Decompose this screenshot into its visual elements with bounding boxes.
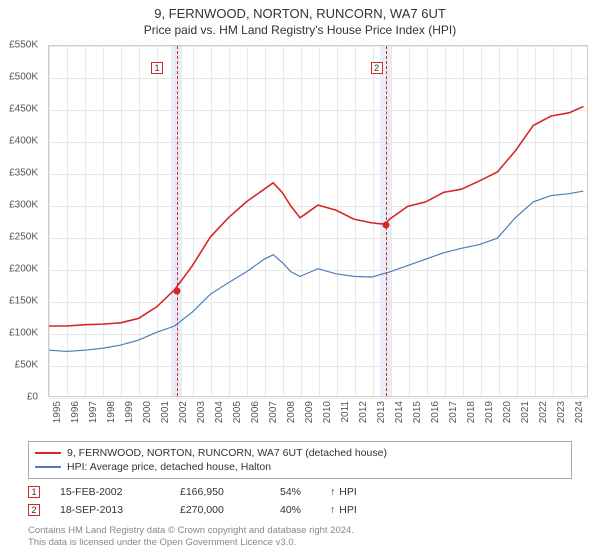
plot-region: 12: [48, 45, 588, 397]
sales-pct-2: 40%: [280, 504, 330, 516]
x-axis-label: 2021: [520, 401, 531, 423]
x-axis-label: 2012: [358, 401, 369, 423]
x-axis-label: 2007: [268, 401, 279, 423]
sales-table: 1 15-FEB-2002 £166,950 54% ↑ HPI 2 18-SE…: [28, 483, 572, 519]
legend: 9, FERNWOOD, NORTON, RUNCORN, WA7 6UT (d…: [28, 441, 572, 479]
sales-hpi-label-1: HPI: [339, 486, 357, 498]
sales-row-2: 2 18-SEP-2013 £270,000 40% ↑ HPI: [28, 501, 572, 519]
y-axis-label: £50K: [15, 360, 38, 371]
sales-marker-2: 2: [28, 504, 40, 516]
legend-label-property: 9, FERNWOOD, NORTON, RUNCORN, WA7 6UT (d…: [67, 447, 387, 459]
x-axis-label: 2023: [556, 401, 567, 423]
x-axis-label: 2006: [250, 401, 261, 423]
x-axis-label: 2011: [340, 401, 351, 423]
x-axis-label: 2016: [430, 401, 441, 423]
marker-dot: [174, 288, 181, 295]
x-axis-label: 2001: [160, 401, 171, 423]
y-axis-label: £300K: [9, 200, 38, 211]
sales-date-1: 15-FEB-2002: [60, 486, 180, 498]
series-hpi: [49, 191, 583, 351]
x-axis-label: 2008: [286, 401, 297, 423]
sales-hpi-label-2: HPI: [339, 504, 357, 516]
x-axis-label: 1996: [70, 401, 81, 423]
up-arrow-icon: ↑: [330, 486, 335, 498]
gridline-horizontal: [49, 398, 587, 399]
sales-pct-1: 54%: [280, 486, 330, 498]
marker-dot: [382, 222, 389, 229]
x-axis-label: 2022: [538, 401, 549, 423]
x-axis-label: 2005: [232, 401, 243, 423]
legend-item-property: 9, FERNWOOD, NORTON, RUNCORN, WA7 6UT (d…: [35, 446, 565, 460]
y-axis-label: £100K: [9, 328, 38, 339]
x-axis-label: 2015: [412, 401, 423, 423]
y-axis-label: £250K: [9, 232, 38, 243]
line-canvas: [49, 46, 587, 396]
x-axis-label: 2009: [304, 401, 315, 423]
x-axis-label: 2004: [214, 401, 225, 423]
chart-area: 12 £0£50K£100K£150K£200K£250K£300K£350K£…: [0, 39, 600, 437]
y-axis-label: £450K: [9, 104, 38, 115]
x-axis-label: 1999: [124, 401, 135, 423]
series-property: [49, 106, 583, 326]
x-axis-label: 2013: [376, 401, 387, 423]
marker-label: 1: [151, 62, 163, 74]
sales-price-2: £270,000: [180, 504, 280, 516]
y-axis-label: £400K: [9, 136, 38, 147]
marker-dashline: [177, 46, 178, 396]
footnote: Contains HM Land Registry data © Crown c…: [28, 525, 572, 550]
chart-title: 9, FERNWOOD, NORTON, RUNCORN, WA7 6UT: [0, 6, 600, 21]
x-axis-label: 2003: [196, 401, 207, 423]
x-axis-label: 1995: [52, 401, 63, 423]
legend-swatch-property: [35, 452, 61, 454]
marker-label: 2: [371, 62, 383, 74]
chart-container: 9, FERNWOOD, NORTON, RUNCORN, WA7 6UT Pr…: [0, 0, 600, 560]
title-block: 9, FERNWOOD, NORTON, RUNCORN, WA7 6UT Pr…: [0, 0, 600, 39]
x-axis-label: 2019: [484, 401, 495, 423]
x-axis-label: 2018: [466, 401, 477, 423]
x-axis-label: 2024: [574, 401, 585, 423]
x-axis-label: 2017: [448, 401, 459, 423]
legend-item-hpi: HPI: Average price, detached house, Halt…: [35, 460, 565, 474]
x-axis-label: 2020: [502, 401, 513, 423]
x-axis-label: 1997: [88, 401, 99, 423]
y-axis-label: £500K: [9, 72, 38, 83]
legend-swatch-hpi: [35, 466, 61, 468]
footnote-line-1: Contains HM Land Registry data © Crown c…: [28, 525, 572, 537]
sales-row-1: 1 15-FEB-2002 £166,950 54% ↑ HPI: [28, 483, 572, 501]
up-arrow-icon: ↑: [330, 504, 335, 516]
sales-marker-1: 1: [28, 486, 40, 498]
sales-price-1: £166,950: [180, 486, 280, 498]
x-axis-label: 1998: [106, 401, 117, 423]
chart-subtitle: Price paid vs. HM Land Registry's House …: [0, 23, 600, 37]
y-axis-label: £200K: [9, 264, 38, 275]
x-axis-label: 2010: [322, 401, 333, 423]
legend-label-hpi: HPI: Average price, detached house, Halt…: [67, 461, 271, 473]
x-axis-label: 2002: [178, 401, 189, 423]
sales-date-2: 18-SEP-2013: [60, 504, 180, 516]
x-axis-label: 2000: [142, 401, 153, 423]
y-axis-label: £0: [27, 392, 38, 403]
footnote-line-2: This data is licensed under the Open Gov…: [28, 537, 572, 549]
y-axis-label: £550K: [9, 40, 38, 51]
y-axis-label: £350K: [9, 168, 38, 179]
x-axis-label: 2014: [394, 401, 405, 423]
y-axis-label: £150K: [9, 296, 38, 307]
